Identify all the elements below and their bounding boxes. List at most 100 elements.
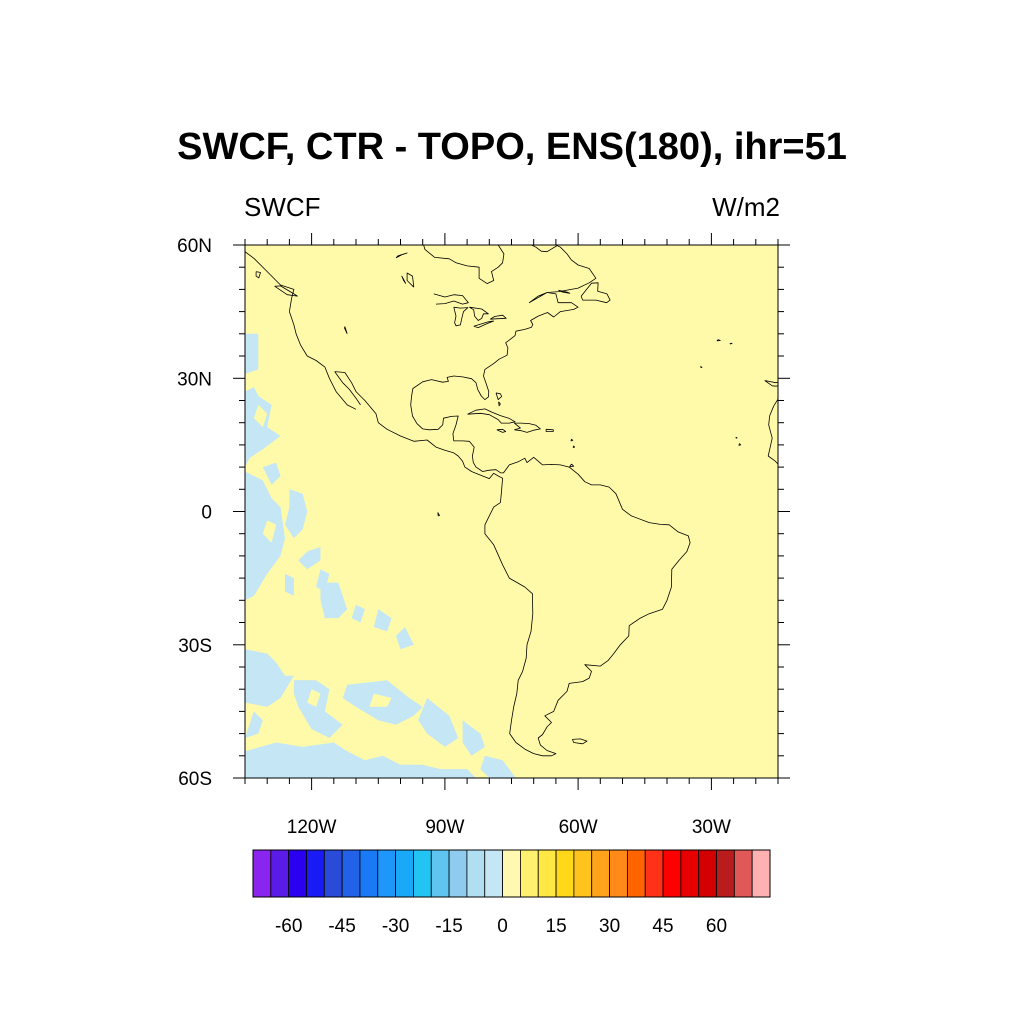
units-label: W/m2 — [712, 192, 780, 222]
positive-anomaly-gap — [253, 404, 268, 428]
colorbar-box — [573, 849, 593, 898]
negative-anomaly-patch — [245, 333, 259, 374]
colorbar-labels: -60 -45 -30 -15 0 15 30 45 60 — [275, 916, 727, 937]
coastline-segment — [406, 272, 415, 288]
coastline-segment — [572, 738, 588, 745]
colorbar — [252, 849, 771, 898]
coastline-segment — [729, 342, 733, 345]
lat-tick-label: 0 — [201, 503, 212, 524]
coastline-segment — [467, 408, 516, 424]
lat-tick-label: 60S — [178, 769, 212, 790]
colorbar-box — [591, 849, 610, 898]
lat-tick-label: 30S — [178, 636, 212, 657]
negative-anomaly-patch — [462, 720, 485, 756]
negative-anomaly-patch — [285, 573, 294, 596]
coastline-segment — [245, 251, 295, 312]
coastline-segment — [496, 428, 507, 433]
colorbar-box — [359, 849, 379, 898]
coastline-segment — [580, 282, 611, 304]
colorbar-box — [395, 849, 414, 898]
axis-tick-labels: 120W 90W 60W 30W 60N 30N 0 30S 60S — [177, 236, 731, 838]
negative-anomaly-patch — [351, 604, 365, 623]
colorbar-box — [609, 849, 628, 898]
map-background — [245, 245, 778, 778]
coastline-segment — [334, 371, 543, 757]
colorbar-label: 30 — [599, 916, 620, 937]
negative-anomaly-patches — [245, 333, 516, 778]
colorbar-label: 15 — [546, 916, 567, 937]
negative-anomaly-patch — [418, 698, 459, 747]
coastline-segment — [700, 366, 703, 369]
negative-anomaly-patch — [245, 742, 476, 778]
coastline-segment — [558, 289, 571, 294]
negative-anomaly-patch — [245, 387, 281, 468]
negative-anomaly-patch — [373, 609, 392, 632]
lat-tick-label: 30N — [177, 369, 212, 390]
positive-anomaly-gap — [262, 520, 277, 543]
coastline-segment — [410, 245, 691, 757]
coastlines — [245, 245, 778, 757]
colorbar-box — [448, 849, 468, 898]
coastline-segment — [498, 401, 501, 407]
negative-anomaly-patch — [298, 547, 321, 570]
negative-anomaly-patch — [245, 649, 294, 707]
negative-anomaly-patch — [320, 582, 348, 619]
lon-tick-label: 30W — [692, 817, 731, 838]
colorbar-box — [733, 849, 753, 898]
coastline-segment — [569, 463, 575, 468]
colorbar-box — [288, 849, 307, 898]
coastline-segment — [495, 392, 503, 401]
coastline-segment — [767, 364, 778, 485]
colorbar-box — [413, 849, 432, 898]
positive-anomaly-gap — [307, 689, 321, 707]
coastline-segment — [453, 306, 469, 327]
colorbar-box — [751, 849, 771, 898]
colorbar-box — [341, 849, 361, 898]
colorbar-box — [662, 849, 682, 898]
coastline-segment — [469, 306, 489, 321]
positive-anomaly-gap — [271, 715, 290, 734]
colorbar-box — [698, 849, 717, 898]
coastline-segment — [764, 380, 778, 387]
lon-tick-label: 90W — [425, 817, 464, 838]
colorbar-box — [520, 849, 539, 898]
colorbar-label: -30 — [382, 916, 409, 937]
colorbar-label: -15 — [435, 916, 462, 937]
coastline-segment — [570, 438, 574, 442]
colorbar-box — [537, 849, 557, 898]
colorbar-box — [484, 849, 503, 898]
axis-ticks — [233, 233, 790, 790]
negative-anomaly-patch — [276, 755, 303, 774]
coastline-segment — [473, 320, 495, 329]
coastline-segment — [572, 445, 575, 448]
colorbar-box — [430, 849, 450, 898]
positive-anomaly-gap — [369, 693, 392, 707]
coastline-segment — [513, 422, 541, 433]
colorbar-box — [323, 849, 343, 898]
negative-anomaly-patch — [245, 711, 263, 738]
coastline-segment — [289, 311, 357, 410]
colorbar-box — [252, 849, 272, 898]
colorbar-box — [716, 849, 735, 898]
coastline-segment — [545, 428, 554, 432]
colorbar-label: 45 — [652, 916, 673, 937]
colorbar-label: -60 — [275, 916, 302, 937]
coastline-segment — [344, 326, 348, 334]
colorbar-label: 0 — [497, 916, 508, 937]
negative-anomaly-patch — [262, 462, 281, 485]
colorbar-box — [466, 849, 486, 898]
colorbar-box — [555, 849, 575, 898]
lon-tick-label: 120W — [287, 817, 337, 838]
coastline-segment — [401, 275, 407, 284]
colorbar-box — [644, 849, 664, 898]
coastline-segment — [738, 443, 742, 446]
colorbar-box — [502, 849, 521, 898]
coastline-segment — [489, 314, 507, 320]
coastline-segment — [433, 293, 469, 305]
coastline-segment — [716, 339, 721, 342]
colorbar-box — [680, 849, 700, 898]
colorbar-label: -45 — [328, 916, 355, 937]
lon-tick-label: 60W — [559, 817, 598, 838]
plot-title: SWCF, CTR - TOPO, ENS(180), ihr=51 — [177, 126, 847, 168]
